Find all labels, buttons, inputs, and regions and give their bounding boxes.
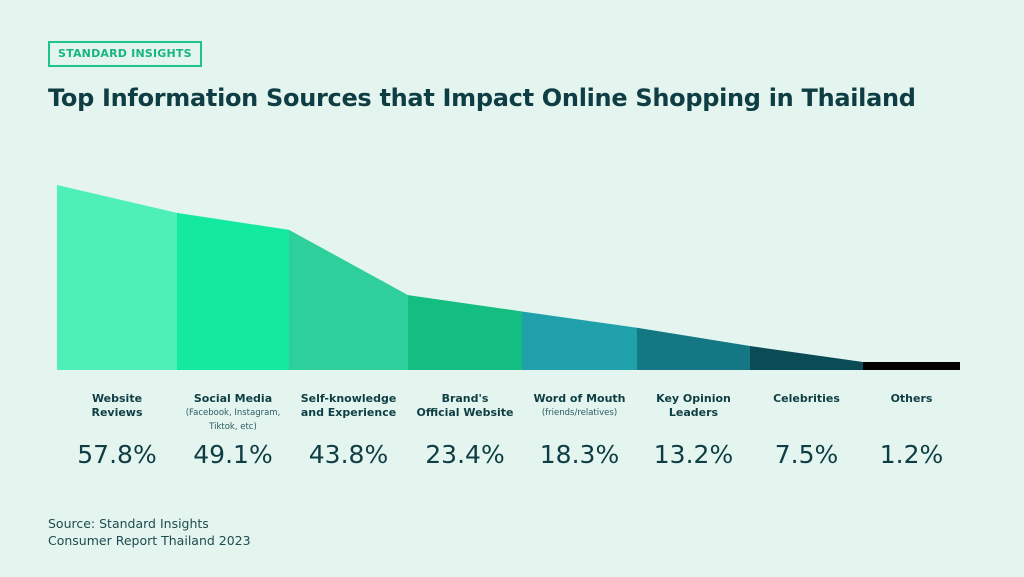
value-label: 57.8%: [77, 440, 157, 469]
category-label: Key Opinion Leaders: [636, 392, 752, 420]
category-label: Self-knowledge and Experience: [291, 392, 407, 420]
value-label: 7.5%: [774, 440, 839, 469]
category-name: Self-knowledge and Experience: [300, 392, 397, 419]
source-line: Consumer Report Thailand 2023: [48, 533, 251, 548]
value-label: 13.2%: [653, 440, 734, 469]
value-label: 49.1%: [193, 440, 273, 469]
area-segment: [408, 295, 522, 370]
source-line: Source: Standard Insights: [48, 516, 209, 531]
category-label: Others: [854, 392, 970, 406]
area-segment: [289, 229, 408, 370]
category-label: Social Media (Facebook, Instagram, Tiktok…: [175, 392, 291, 434]
category-name: Word of Mouth: [533, 392, 626, 405]
source-note: Source: Standard Insights Consumer Repor…: [48, 515, 251, 549]
value-label: 43.8%: [308, 440, 389, 469]
area-segment: [863, 362, 960, 370]
category-label: Website Reviews: [59, 392, 175, 420]
area-segment: [522, 311, 637, 370]
category-subtitle: (friends/relatives): [541, 408, 618, 418]
category-name: Key Opinion Leaders: [656, 392, 731, 419]
category-name: Celebrities: [773, 392, 840, 405]
chart-title: Top Information Sources that Impact Onli…: [48, 84, 916, 112]
category-name: Social Media: [193, 392, 273, 405]
value-label: 18.3%: [539, 440, 620, 469]
area-segment: [750, 346, 863, 370]
category-subtitle: (Facebook, Instagram, Tiktok, etc): [185, 408, 281, 432]
category-name: Brand's Official Website: [416, 392, 514, 419]
area-segment: [57, 185, 177, 370]
category-label: Word of Mouth (friends/relatives): [522, 392, 638, 420]
value-label: 23.4%: [425, 440, 505, 469]
value-label: 1.2%: [879, 440, 944, 469]
area-segment: [637, 327, 750, 370]
category-label: Brand's Official Website: [407, 392, 523, 420]
brand-badge: STANDARD INSIGHTS: [48, 41, 202, 67]
area-segment: [177, 212, 289, 370]
category-name: Website Reviews: [91, 392, 143, 419]
category-name: Others: [890, 392, 933, 405]
category-label: Celebrities: [749, 392, 865, 406]
